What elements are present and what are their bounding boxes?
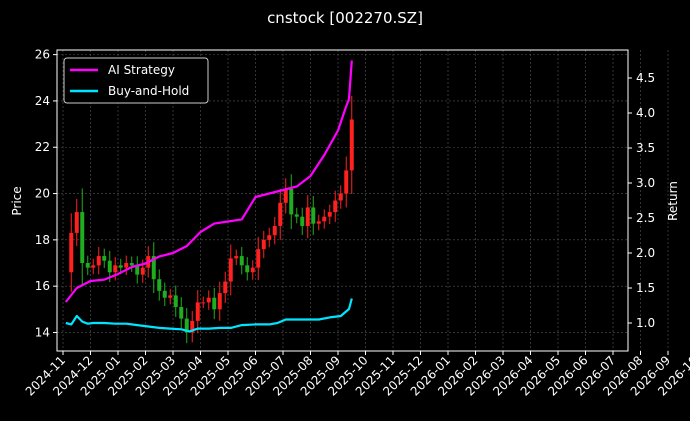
candle-body bbox=[272, 225, 277, 236]
legend-label-ai: AI Strategy bbox=[108, 63, 175, 77]
candle-body bbox=[289, 188, 294, 215]
candle-body bbox=[322, 216, 327, 222]
left-y-axis-label: Price bbox=[10, 186, 24, 215]
candle-body bbox=[157, 279, 162, 291]
candle-body bbox=[102, 256, 107, 261]
candle-body bbox=[206, 297, 211, 303]
candle-body bbox=[223, 281, 228, 294]
legend-box bbox=[63, 57, 209, 104]
series-line-buy-and-hold bbox=[65, 298, 353, 333]
right-y-tick-label: 1.0 bbox=[636, 316, 655, 330]
candle-body bbox=[124, 263, 129, 268]
right-y-tick-label: 2.5 bbox=[636, 211, 655, 225]
series-line-ai-strategy bbox=[64, 60, 353, 303]
candle-body bbox=[80, 212, 85, 264]
candle-body bbox=[311, 207, 316, 224]
candle-body bbox=[85, 263, 90, 268]
right-y-tick-label: 3.0 bbox=[636, 176, 655, 190]
candle-body bbox=[294, 214, 299, 217]
candle-body bbox=[212, 297, 217, 310]
candle-body bbox=[151, 256, 156, 280]
return-lines bbox=[64, 60, 353, 333]
candle-body bbox=[316, 221, 321, 224]
candle-body bbox=[256, 249, 261, 268]
left-y-tick-label: 24 bbox=[35, 94, 50, 108]
right-y-tick-label: 4.0 bbox=[636, 106, 655, 120]
candle-body bbox=[300, 216, 305, 226]
candle-body bbox=[245, 265, 250, 273]
right-y-tick-label: 2.0 bbox=[636, 246, 655, 260]
candle-body bbox=[327, 212, 332, 217]
candle-body bbox=[195, 302, 200, 321]
candle-body bbox=[135, 265, 140, 275]
candle-body bbox=[201, 302, 206, 304]
candle-body bbox=[239, 256, 244, 266]
candle-body bbox=[129, 263, 134, 266]
candle-body bbox=[173, 295, 178, 308]
candle-body bbox=[168, 295, 173, 298]
candle-body bbox=[140, 267, 145, 275]
left-y-tick-label: 20 bbox=[35, 187, 50, 201]
candle-body bbox=[190, 320, 195, 333]
right-y-ticks: 1.0 1.5 2.0 2.5 3.0 3.5 4.0 4.5 bbox=[628, 71, 655, 330]
legend-label-bh: Buy-and-Hold bbox=[108, 84, 189, 98]
right-y-tick-label: 1.5 bbox=[636, 281, 655, 295]
candle-body bbox=[91, 265, 96, 268]
right-y-tick-label: 3.5 bbox=[636, 141, 655, 155]
candle-body bbox=[344, 170, 349, 194]
candle-body bbox=[338, 193, 343, 201]
right-y-tick-label: 4.5 bbox=[636, 71, 655, 85]
candle-body bbox=[113, 265, 118, 273]
candle-body bbox=[349, 119, 354, 171]
plot-frame bbox=[56, 49, 629, 352]
candle-body bbox=[74, 212, 79, 233]
candle-body bbox=[283, 188, 288, 203]
left-y-ticks: 14 16 18 20 22 24 26 bbox=[35, 48, 57, 339]
candle-body bbox=[228, 258, 233, 282]
candle-body bbox=[162, 290, 167, 298]
left-y-tick-label: 18 bbox=[35, 233, 50, 247]
candle-body bbox=[184, 318, 189, 333]
candle-body bbox=[118, 265, 123, 268]
left-y-tick-label: 22 bbox=[35, 140, 50, 154]
candle-body bbox=[261, 239, 266, 250]
left-y-tick-label: 14 bbox=[35, 325, 50, 339]
candle-body bbox=[305, 207, 310, 226]
candle-body bbox=[267, 235, 272, 240]
left-y-tick-label: 16 bbox=[35, 279, 50, 293]
legend: AI Strategy Buy-and-Hold bbox=[63, 57, 209, 104]
left-y-tick-label: 26 bbox=[35, 48, 50, 62]
candle-body bbox=[234, 256, 239, 259]
candle-body bbox=[250, 267, 255, 273]
candle-body bbox=[333, 200, 338, 213]
right-y-axis-label: Return bbox=[666, 181, 680, 221]
candle-body bbox=[69, 232, 74, 273]
candle-body bbox=[107, 260, 112, 273]
chart-title: cnstock [002270.SZ] bbox=[267, 9, 423, 27]
candle-body bbox=[179, 307, 184, 319]
candle-body bbox=[278, 202, 283, 226]
candle-body bbox=[217, 293, 222, 310]
candle-body bbox=[96, 256, 101, 266]
